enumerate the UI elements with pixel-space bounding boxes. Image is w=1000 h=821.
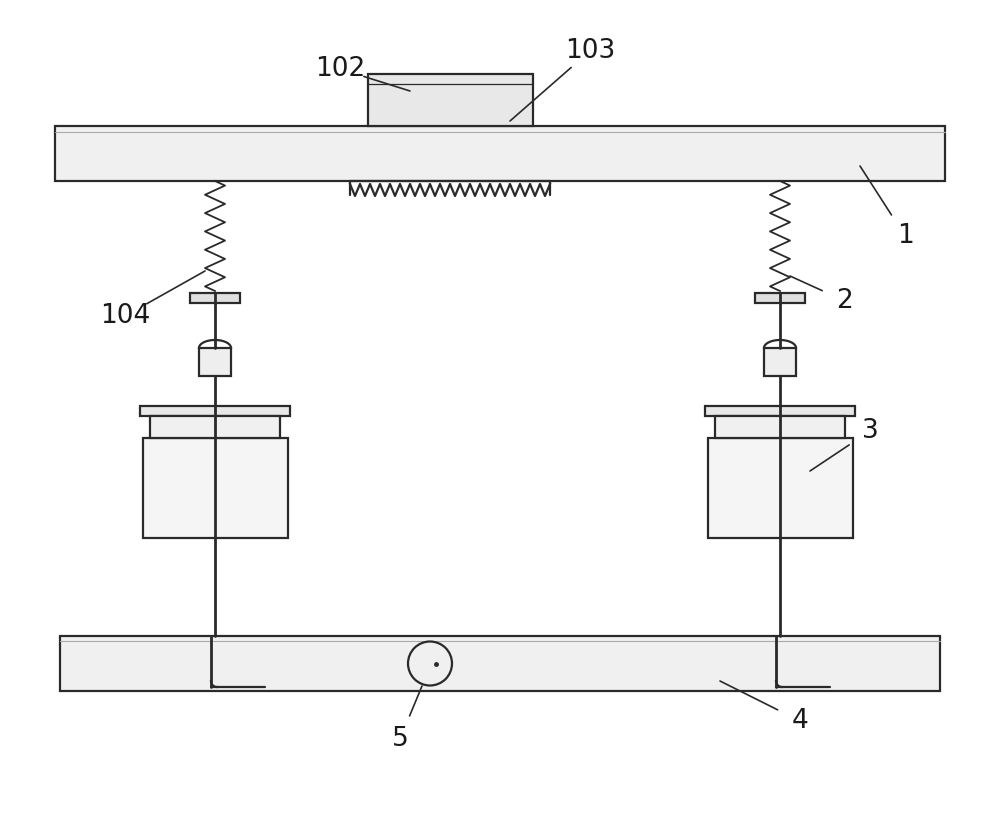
Text: 102: 102 [315,56,365,82]
Text: 103: 103 [565,38,615,64]
Bar [60,636,940,691]
Text: 4: 4 [792,708,808,734]
Bar [143,438,288,538]
Bar [368,74,532,126]
Bar [190,293,240,303]
Text: 1: 1 [897,223,913,249]
Text: 3: 3 [862,418,878,444]
Text: 2: 2 [837,288,853,314]
Bar [140,406,290,416]
Bar [199,348,231,376]
Bar [715,416,845,438]
Bar [150,416,280,438]
Text: 104: 104 [100,303,150,329]
Bar [705,406,855,416]
Bar [755,293,805,303]
Bar [708,438,852,538]
Text: 5: 5 [392,726,408,752]
Bar [55,126,945,181]
Bar [764,348,796,376]
